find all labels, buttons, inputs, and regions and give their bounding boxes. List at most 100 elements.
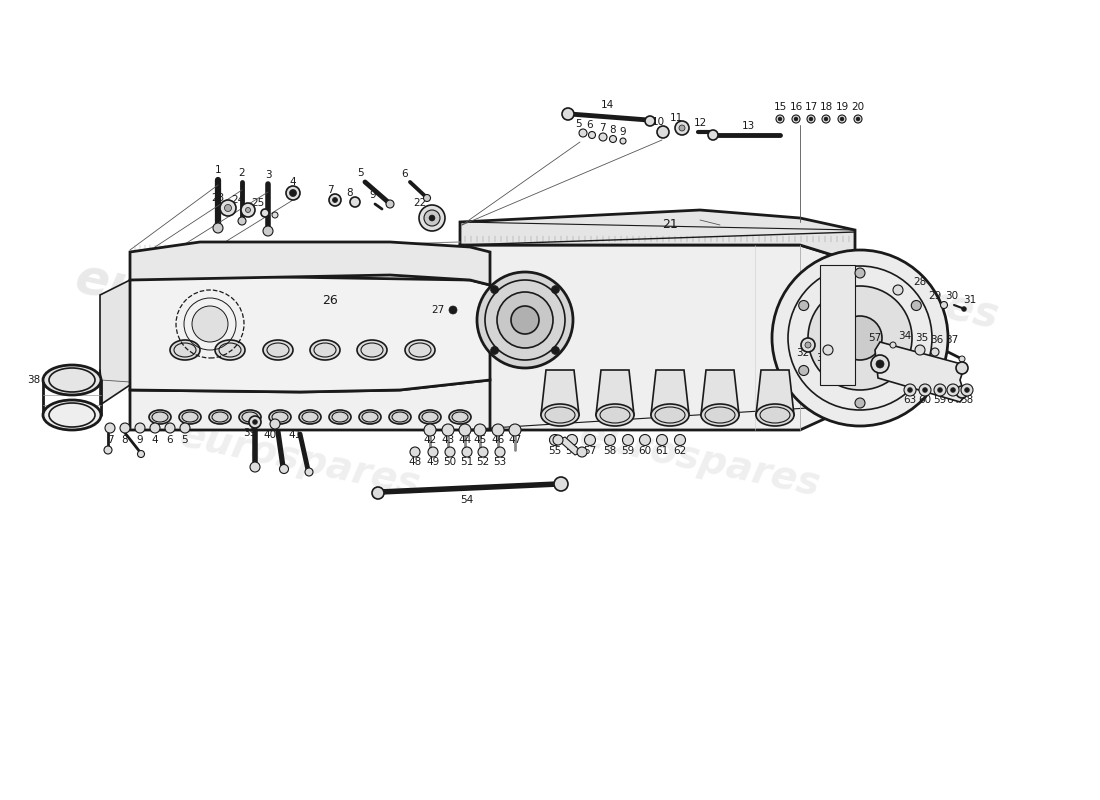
Polygon shape: [558, 437, 582, 455]
Text: 29: 29: [928, 291, 942, 301]
Text: 58: 58: [960, 395, 974, 405]
Text: 47: 47: [508, 435, 521, 445]
Text: 57: 57: [868, 333, 881, 343]
Text: 42: 42: [424, 435, 437, 445]
Text: 4: 4: [152, 435, 158, 445]
Circle shape: [270, 419, 280, 429]
Polygon shape: [596, 370, 634, 415]
Circle shape: [776, 115, 784, 123]
Text: 7: 7: [107, 435, 113, 445]
Ellipse shape: [389, 410, 411, 424]
Circle shape: [675, 121, 689, 135]
Polygon shape: [756, 370, 794, 415]
Circle shape: [329, 194, 341, 206]
Ellipse shape: [329, 410, 351, 424]
Circle shape: [808, 117, 813, 121]
Circle shape: [241, 203, 255, 217]
Circle shape: [645, 116, 654, 126]
Circle shape: [823, 345, 833, 355]
Circle shape: [600, 133, 607, 141]
Circle shape: [578, 447, 587, 457]
Text: 23: 23: [211, 193, 224, 203]
Circle shape: [213, 223, 223, 233]
Circle shape: [923, 387, 927, 393]
Circle shape: [249, 416, 261, 428]
Circle shape: [512, 306, 539, 334]
Circle shape: [509, 424, 521, 436]
Circle shape: [822, 115, 830, 123]
Text: 39: 39: [243, 428, 256, 438]
Circle shape: [623, 434, 634, 446]
Text: 49: 49: [427, 457, 440, 467]
Circle shape: [562, 108, 574, 120]
Circle shape: [261, 209, 270, 217]
Circle shape: [286, 186, 300, 200]
Circle shape: [947, 384, 959, 396]
Text: 10: 10: [651, 117, 664, 127]
Circle shape: [840, 117, 844, 121]
Circle shape: [165, 423, 175, 433]
Circle shape: [305, 468, 314, 476]
Text: 24: 24: [231, 195, 244, 205]
Text: 8: 8: [609, 125, 616, 135]
Text: 59: 59: [934, 395, 947, 405]
Text: 37: 37: [945, 335, 958, 345]
Circle shape: [772, 250, 948, 426]
Circle shape: [961, 384, 974, 396]
Circle shape: [220, 200, 236, 216]
Circle shape: [807, 115, 815, 123]
Text: eurospares: eurospares: [576, 416, 824, 504]
Circle shape: [965, 387, 969, 393]
Circle shape: [104, 446, 112, 454]
Polygon shape: [130, 242, 490, 285]
Circle shape: [442, 424, 454, 436]
Circle shape: [838, 115, 846, 123]
Circle shape: [135, 423, 145, 433]
Polygon shape: [651, 370, 689, 415]
Text: 60: 60: [638, 446, 651, 456]
Text: 51: 51: [461, 457, 474, 467]
Text: eurospares: eurospares: [451, 324, 770, 436]
Text: 17: 17: [804, 102, 817, 112]
Circle shape: [854, 115, 862, 123]
Polygon shape: [460, 245, 855, 430]
Circle shape: [429, 215, 434, 221]
Text: 59: 59: [621, 446, 635, 456]
Circle shape: [253, 419, 257, 425]
Circle shape: [459, 424, 471, 436]
Polygon shape: [701, 370, 739, 415]
Circle shape: [497, 292, 553, 348]
Circle shape: [657, 126, 669, 138]
Ellipse shape: [449, 410, 471, 424]
Circle shape: [956, 386, 968, 398]
Text: 7: 7: [327, 185, 333, 195]
Circle shape: [639, 434, 650, 446]
Text: eurospares: eurospares: [70, 254, 389, 366]
Circle shape: [940, 302, 947, 309]
Ellipse shape: [358, 340, 387, 360]
Circle shape: [908, 387, 913, 393]
Circle shape: [799, 301, 808, 310]
Circle shape: [961, 306, 967, 311]
Circle shape: [553, 435, 563, 445]
Circle shape: [609, 135, 616, 142]
Text: 5: 5: [182, 435, 188, 445]
Text: 64: 64: [946, 395, 959, 405]
Ellipse shape: [596, 404, 634, 426]
Circle shape: [289, 190, 297, 197]
Text: 20: 20: [851, 102, 865, 112]
Polygon shape: [130, 275, 490, 392]
Circle shape: [554, 477, 568, 491]
Circle shape: [778, 117, 782, 121]
Ellipse shape: [299, 410, 321, 424]
Circle shape: [584, 434, 595, 446]
Text: 28: 28: [913, 277, 926, 287]
Ellipse shape: [43, 365, 101, 395]
Circle shape: [915, 345, 925, 355]
Text: 62: 62: [673, 446, 686, 456]
Circle shape: [566, 434, 578, 446]
Text: 57: 57: [583, 446, 596, 456]
Circle shape: [605, 434, 616, 446]
Circle shape: [332, 198, 338, 202]
Text: 22: 22: [414, 198, 427, 208]
